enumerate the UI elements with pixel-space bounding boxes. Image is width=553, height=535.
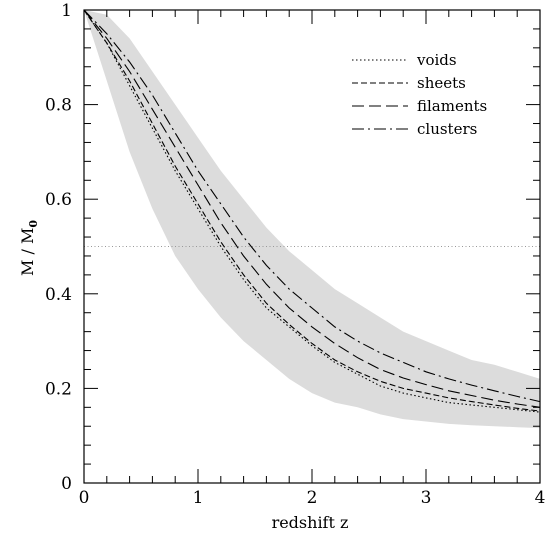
legend-label-clusters: clusters [417,120,477,138]
series-line-voids [83,9,541,413]
tick-labels: 0 1 2 3 4 0 0.2 0.4 0.6 0.8 1 [45,1,545,508]
y-axis-label-main: M / M [18,228,37,276]
scatter-band [84,10,540,429]
legend-label-voids: voids [416,51,457,69]
legend-label-sheets: sheets [417,74,466,92]
x-tick-label: 1 [193,488,204,508]
x-tick-label: 3 [421,488,432,508]
series-line-clusters [83,9,541,403]
x-tick-label: 0 [79,488,90,508]
y-tick-label: 0.4 [45,285,72,305]
y-axis-label: M / M0 [18,220,40,276]
x-tick-label: 2 [307,488,318,508]
y-tick-label: 0.8 [45,96,72,116]
series-line-filaments [83,9,541,408]
plot-area [83,9,541,429]
legend: voids sheets filaments clusters [352,51,487,138]
y-axis-label-subscript: 0 [27,220,40,228]
y-tick-label: 0 [61,474,72,494]
ticks [83,9,541,484]
x-tick-label: 4 [535,488,546,508]
legend-label-filaments: filaments [417,97,487,115]
y-tick-label: 1 [61,1,72,21]
y-tick-label: 0.2 [45,379,72,399]
y-tick-label: 0.6 [45,190,72,210]
x-axis-label: redshift z [272,513,349,532]
series-line-sheets [83,9,541,412]
